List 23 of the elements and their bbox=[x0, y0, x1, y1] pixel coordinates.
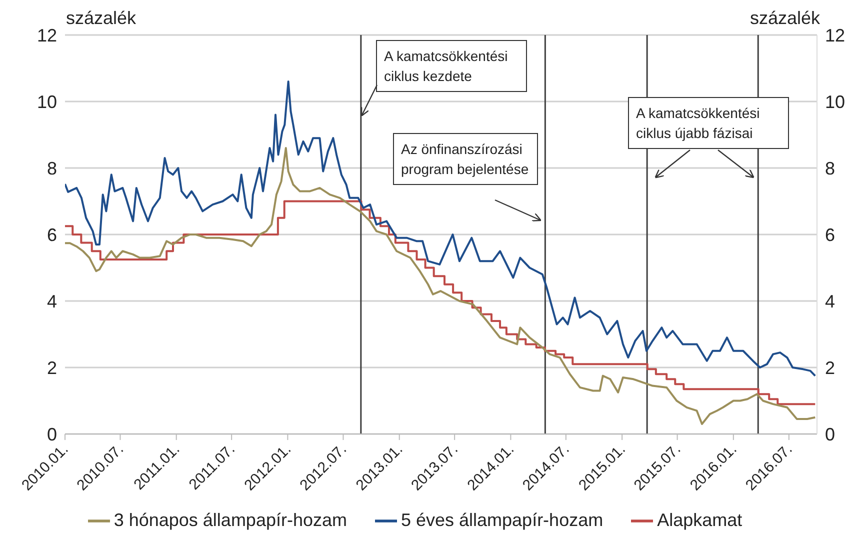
y2-tick-label: 4 bbox=[825, 291, 836, 312]
annotation: A kamatcsökkentési ciklus kezdete bbox=[376, 40, 527, 92]
y-tick-label: 4 bbox=[46, 291, 57, 312]
y-tick-label: 6 bbox=[46, 224, 57, 245]
legend-label: 3 hónapos állampapír-hozam bbox=[114, 510, 347, 530]
y-axis-title: százalék bbox=[66, 8, 136, 29]
y-tick-label: 0 bbox=[46, 424, 57, 444]
y-tick-label: 8 bbox=[46, 158, 57, 178]
y2-axis-title: százalék bbox=[750, 8, 820, 29]
y2-tick-label: 6 bbox=[825, 224, 836, 245]
y-tick-label: 2 bbox=[46, 358, 57, 378]
legend-label: 5 éves állampapír-hozam bbox=[400, 510, 604, 530]
y2-tick-label: 0 bbox=[825, 424, 836, 444]
y-tick-label: 10 bbox=[36, 92, 57, 112]
y2-tick-label: 8 bbox=[825, 158, 836, 178]
legend-label: Alapkamat bbox=[657, 510, 742, 530]
y2-tick-label: 10 bbox=[825, 92, 846, 112]
y-tick-label: 12 bbox=[36, 25, 57, 46]
annotation: A kamatcsökkentési ciklus újabb fázisai bbox=[628, 97, 789, 149]
y2-tick-label: 12 bbox=[825, 25, 846, 46]
y2-tick-label: 2 bbox=[825, 358, 836, 378]
annotation: Az önfinanszírozási program bejelentése bbox=[393, 133, 538, 185]
line-series bbox=[65, 80, 816, 377]
